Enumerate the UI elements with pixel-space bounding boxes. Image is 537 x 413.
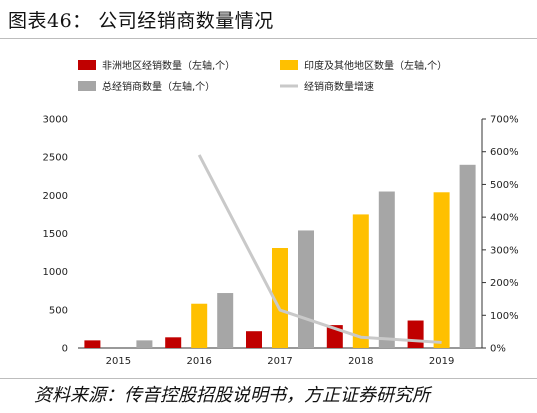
- right-axis-tick-label: 500%: [490, 180, 519, 191]
- left-axis-tick-label: 1500: [43, 229, 68, 240]
- right-axis-tick-label: 0%: [490, 344, 506, 355]
- bar: [298, 230, 314, 348]
- right-axis-tick-label: 400%: [490, 213, 519, 224]
- chart-axes: 0 500 1000 1500 2000 2500 3000 0% 100% 200% 300% 40…: [43, 115, 519, 368]
- left-axis-tick-label: 2500: [43, 153, 68, 164]
- bar: [191, 303, 208, 348]
- left-axis-tick-label: 0: [62, 344, 68, 355]
- bar: [378, 191, 395, 348]
- bar: [246, 331, 262, 348]
- x-axis-tick-label: 2017: [267, 356, 292, 367]
- bar: [433, 192, 450, 348]
- legend-label: 非洲地区经销数量（左轴,个）: [102, 59, 235, 72]
- left-axis-tick-label: 500: [49, 305, 68, 316]
- legend-swatch: [78, 81, 96, 91]
- x-axis-tick-label: 2016: [186, 356, 211, 367]
- bar: [136, 340, 153, 348]
- chart-growth-line: [197, 154, 442, 344]
- x-axis-tick-label: 2015: [106, 356, 131, 367]
- x-axis-tick-label: 2018: [348, 356, 373, 367]
- growth-line: [197, 154, 442, 344]
- bar: [165, 337, 182, 348]
- legend-swatch: [78, 60, 96, 70]
- source-note: 资料来源：传音控股招股说明书，方正证券研究所: [34, 385, 430, 406]
- legend-label: 印度及其他地区数量（左轴,个）: [304, 59, 447, 72]
- title-divider: [0, 38, 537, 39]
- bar: [272, 248, 288, 348]
- source-divider: [0, 378, 537, 379]
- figure-title: 图表46： 公司经销商数量情况: [8, 10, 274, 32]
- right-axis-tick-label: 600%: [490, 147, 519, 158]
- x-axis-tick-label: 2019: [429, 356, 454, 367]
- chart-bars: [84, 164, 476, 348]
- bar: [84, 340, 101, 348]
- left-axis-tick-label: 1000: [43, 267, 68, 278]
- bar: [352, 214, 369, 348]
- bar: [407, 320, 424, 348]
- left-axis-tick-label: 2000: [43, 191, 68, 202]
- bar: [459, 164, 476, 348]
- right-axis-tick-label: 200%: [490, 278, 519, 289]
- right-axis-tick-label: 300%: [490, 245, 519, 256]
- chart-legend: 非洲地区经销数量（左轴,个） 印度及其他地区数量（左轴,个） 总经销商数量（左轴,个…: [78, 59, 447, 93]
- right-axis-tick-label: 700%: [490, 115, 519, 126]
- legend-label: 经销商数量增速: [304, 80, 374, 93]
- dealer-count-chart: 非洲地区经销数量（左轴,个） 印度及其他地区数量（左轴,个） 总经销商数量（左轴,个…: [43, 59, 519, 368]
- right-axis-tick-label: 100%: [490, 311, 519, 322]
- bar: [217, 293, 234, 348]
- legend-swatch: [280, 60, 298, 70]
- legend-label: 总经销商数量（左轴,个）: [102, 80, 215, 93]
- left-axis-tick-label: 3000: [43, 115, 68, 126]
